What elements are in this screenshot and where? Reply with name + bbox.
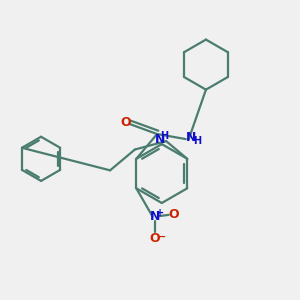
Text: O: O [149, 232, 160, 245]
Text: +: + [156, 208, 164, 218]
Text: −: − [157, 232, 166, 242]
Text: N: N [186, 131, 196, 144]
Text: O: O [121, 116, 131, 129]
Text: N: N [154, 133, 165, 146]
Text: O: O [169, 208, 179, 221]
Text: N: N [150, 210, 160, 223]
Text: H: H [160, 131, 168, 141]
Text: H: H [193, 136, 201, 146]
